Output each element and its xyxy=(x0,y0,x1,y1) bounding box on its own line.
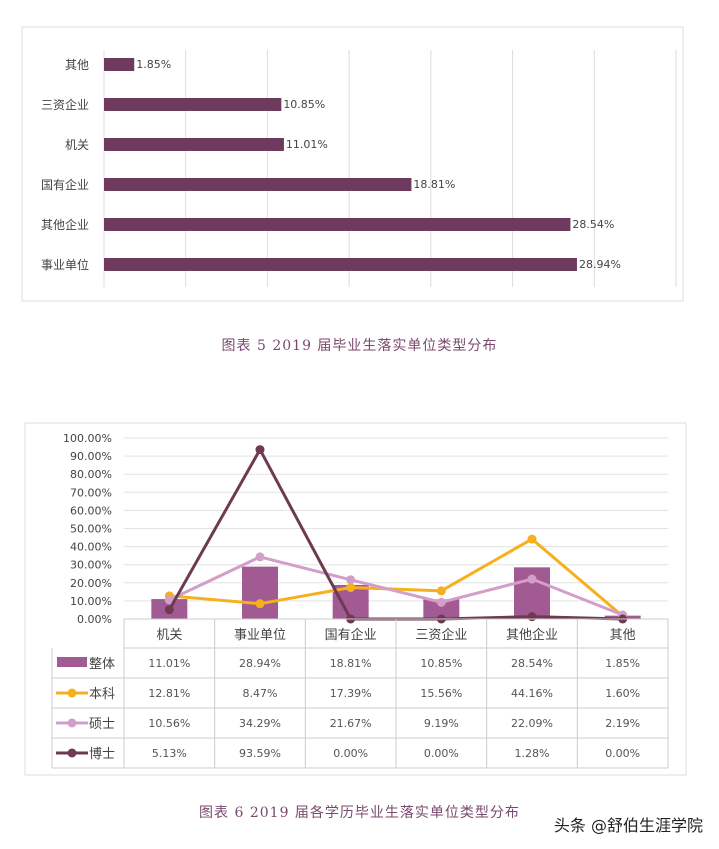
table-header-cell: 事业单位 xyxy=(234,628,286,643)
table-cell: 22.09% xyxy=(511,717,553,730)
chart1-caption: 图表 5 2019 届毕业生落实单位类型分布 xyxy=(221,338,498,354)
chart2-frame xyxy=(24,422,687,776)
chart2-line-硕士 xyxy=(168,555,624,617)
chart2-point xyxy=(346,575,356,585)
table-cell: 11.01% xyxy=(148,657,190,670)
table-header-cell: 三资企业 xyxy=(415,627,467,643)
chart2-point xyxy=(436,597,446,607)
watermark: 头条 @舒伯生涯学院 xyxy=(553,816,703,835)
chart2-ytick-label: 80.00% xyxy=(70,468,112,481)
chart2-point xyxy=(527,612,537,622)
table-header-cell: 国有企业 xyxy=(325,627,377,643)
table-cell: 10.85% xyxy=(420,657,462,670)
table-header-cell: 其他企业 xyxy=(506,627,558,643)
chart1-category-label: 机关 xyxy=(65,138,89,152)
chart1-category-label: 事业单位 xyxy=(41,257,89,272)
legend-series-name: 硕士 xyxy=(89,717,115,732)
chart2-point xyxy=(255,599,265,609)
chart2-point xyxy=(164,595,174,605)
chart2-point xyxy=(527,574,537,584)
chart1-bar xyxy=(104,178,412,191)
table-cell: 12.81% xyxy=(148,687,190,700)
legend-series-name: 整体 xyxy=(89,657,115,672)
table-cell: 8.47% xyxy=(243,687,278,700)
chart1-data-label: 1.85% xyxy=(136,58,171,71)
chart2-bar xyxy=(242,566,278,619)
chart2-point xyxy=(527,534,537,544)
table-cell: 28.94% xyxy=(239,657,281,670)
table-cell: 1.28% xyxy=(515,747,550,760)
table-cell: 2.19% xyxy=(605,717,640,730)
table-cell: 15.56% xyxy=(420,687,462,700)
chart2-ytick-label: 90.00% xyxy=(70,450,112,463)
chart1-bar xyxy=(104,258,577,271)
chart1-data-label: 11.01% xyxy=(286,138,328,151)
chart2-ytick-label: 0.00% xyxy=(77,613,112,626)
chart2-bar xyxy=(423,599,460,619)
table-cell: 17.39% xyxy=(330,687,372,700)
chart1-category-label: 其他企业 xyxy=(41,217,89,232)
chart1-category-label: 其他 xyxy=(65,58,89,72)
chart2-caption: 图表 6 2019 届各学历毕业生落实单位类型分布 xyxy=(199,805,520,821)
chart2-line-本科 xyxy=(169,537,624,618)
chart2-ytick-label: 100.00% xyxy=(63,432,112,445)
table-cell: 93.59% xyxy=(239,747,281,760)
table-header-cell: 机关 xyxy=(156,628,182,643)
table-cell: 10.56% xyxy=(148,717,190,730)
chart2-ytick-label: 60.00% xyxy=(70,504,112,517)
chart1-data-label: 28.94% xyxy=(579,258,621,271)
table-cell: 5.13% xyxy=(152,747,187,760)
table-cell: 1.85% xyxy=(605,657,640,670)
chart2-ytick-label: 70.00% xyxy=(70,486,112,499)
table-cell: 28.54% xyxy=(511,657,553,670)
legend-series-name: 本科 xyxy=(89,687,115,702)
table-cell: 18.81% xyxy=(330,657,372,670)
chart1-bar xyxy=(104,138,284,151)
chart1-frame xyxy=(21,26,684,302)
table-cell: 34.29% xyxy=(239,717,281,730)
chart2-point xyxy=(164,605,174,615)
table-cell: 1.60% xyxy=(605,687,640,700)
table-cell: 0.00% xyxy=(605,747,640,760)
table-cell: 0.00% xyxy=(424,747,459,760)
chart2-ytick-label: 20.00% xyxy=(70,577,112,590)
legend-series-name: 博士 xyxy=(89,747,115,762)
legend-marker xyxy=(67,688,77,698)
chart1-bar xyxy=(104,98,282,111)
chart1-data-label: 28.54% xyxy=(572,218,614,231)
chart2-ytick-label: 40.00% xyxy=(70,541,112,554)
table-cell: 44.16% xyxy=(511,687,553,700)
chart1-data-label: 18.81% xyxy=(413,178,455,191)
legend-bar-swatch xyxy=(57,657,87,667)
legend-marker xyxy=(67,718,77,728)
chart1-data-label: 10.85% xyxy=(283,98,325,111)
table-cell: 0.00% xyxy=(333,747,368,760)
legend-marker xyxy=(67,748,77,758)
chart1-bar xyxy=(104,58,135,71)
table-cell: 21.67% xyxy=(330,717,372,730)
chart2-line-博士 xyxy=(168,446,623,621)
chart2-ytick-label: 30.00% xyxy=(70,559,112,572)
chart2-ytick-label: 10.00% xyxy=(70,595,112,608)
chart1-bar xyxy=(104,218,571,231)
chart2-point xyxy=(436,586,446,596)
chart2-point xyxy=(255,445,265,455)
table-header-cell: 其他 xyxy=(610,628,636,643)
chart2-point xyxy=(255,552,265,562)
chart2-point xyxy=(346,583,356,593)
chart1-category-label: 国有企业 xyxy=(41,177,89,192)
table-cell: 9.19% xyxy=(424,717,459,730)
chart2-ytick-label: 50.00% xyxy=(70,523,112,536)
chart1-category-label: 三资企业 xyxy=(41,97,89,112)
